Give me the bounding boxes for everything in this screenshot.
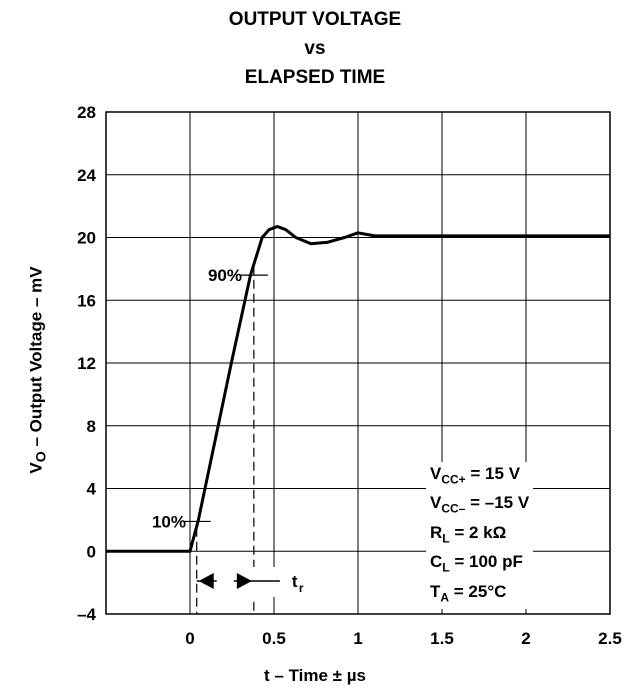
y-tick-label: 8 <box>87 417 96 436</box>
chart-title-line1: OUTPUT VOLTAGE <box>228 9 402 30</box>
y-tick-label: –4 <box>77 605 96 624</box>
label-10-percent: 10% <box>152 512 186 531</box>
condition-cl-sub: L <box>442 560 450 575</box>
x-tick-label: 1 <box>353 629 362 648</box>
condition-vcc-minus-symbol: V <box>430 493 442 513</box>
condition-ta-sub: A <box>440 589 450 604</box>
condition-rl-sub: L <box>442 531 450 546</box>
x-tick-label: 2 <box>521 629 530 648</box>
test-conditions: VCC+ = 15 V VCC– = –15 V RL = 2 kΩ CL = … <box>426 462 534 609</box>
label-90-backdrop <box>194 261 244 284</box>
y-axis-label-main: V <box>26 462 46 474</box>
tr-arrow-left-head <box>198 573 214 589</box>
y-tick-label: 12 <box>77 354 96 373</box>
chart-title-line3: ELAPSED TIME <box>244 67 386 88</box>
condition-cl: CL = 100 pF <box>430 550 529 579</box>
x-tick-label: 0.5 <box>262 629 286 648</box>
condition-vcc-plus-value: = 15 V <box>465 464 521 483</box>
condition-ta: TA = 25°C <box>430 580 529 609</box>
chart-title-line2: vs <box>304 38 326 59</box>
x-tick-label: 0 <box>185 629 194 648</box>
condition-rl-symbol: R <box>430 522 443 542</box>
condition-vcc-minus-sub: CC– <box>441 501 466 516</box>
y-axis-label-sub: O <box>33 451 50 463</box>
condition-ta-value: = 25°C <box>449 581 507 601</box>
condition-vcc-plus: VCC+ = 15 V <box>430 462 529 491</box>
y-axis-label: VO – Output Voltage – mV <box>26 266 49 473</box>
condition-vcc-minus-value: = –15 V <box>465 493 530 513</box>
x-axis-label: t – Time ± µs <box>264 666 366 685</box>
y-tick-label: 28 <box>77 103 96 122</box>
condition-rl: RL = 2 kΩ <box>430 521 529 550</box>
tr-backdrop <box>198 567 309 597</box>
condition-cl-value: = 100 pF <box>449 552 523 572</box>
x-tick-label: 1.5 <box>430 629 454 648</box>
y-axis-label-rest: – Output Voltage – mV <box>26 266 46 452</box>
condition-vcc-minus: VCC– = –15 V <box>430 491 529 520</box>
condition-vcc-plus-sub: CC+ <box>441 472 466 487</box>
condition-rl-value: = 2 kΩ <box>449 522 507 542</box>
condition-ta-symbol: T <box>430 581 441 601</box>
y-tick-label: 4 <box>87 480 97 499</box>
y-tick-label: 16 <box>77 291 96 310</box>
tr-arrow-right-head <box>236 573 252 589</box>
label-10-backdrop <box>139 507 189 530</box>
y-tick-label: 24 <box>77 166 96 185</box>
tr-label-main: t <box>292 572 298 591</box>
y-tick-label: 0 <box>87 542 96 561</box>
tr-label-sub: r <box>299 581 304 595</box>
condition-vcc-plus-symbol: V <box>430 464 442 483</box>
y-tick-label: 20 <box>77 229 96 248</box>
x-tick-label: 2.5 <box>598 629 622 648</box>
condition-cl-symbol: C <box>430 552 443 572</box>
label-90-percent: 90% <box>208 266 242 285</box>
output-voltage-curve <box>106 225 610 553</box>
